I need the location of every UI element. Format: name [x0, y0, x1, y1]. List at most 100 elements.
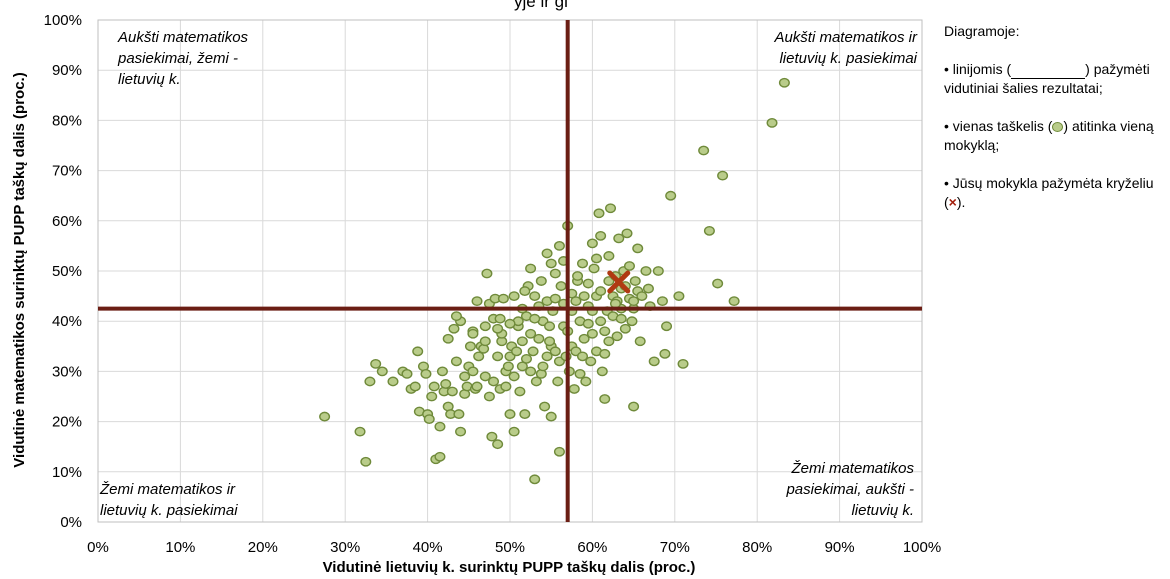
school-point [665, 190, 677, 201]
school-point [539, 401, 551, 412]
school-point [442, 333, 454, 344]
school-point [511, 346, 523, 357]
school-point [623, 261, 635, 271]
school-point [640, 266, 652, 276]
school-point [591, 253, 603, 264]
y-tick-label: 50% [52, 263, 82, 280]
school-point [450, 311, 462, 322]
school-point [613, 233, 625, 244]
quadrant-label-bottom-right: Žemi matematikos [790, 460, 914, 477]
school-point [586, 238, 598, 249]
school-point [574, 369, 586, 379]
school-point [376, 366, 388, 377]
x-tick-label: 50% [495, 539, 525, 556]
x-tick-label: 20% [248, 539, 278, 556]
y-tick-label: 60% [52, 213, 82, 230]
school-point [766, 118, 778, 128]
quadrant-label-top-left: Aukšti matematikos [117, 29, 249, 46]
quadrant-label-bottom-right: lietuvių k. [851, 502, 914, 519]
x-tick-label: 10% [165, 539, 195, 556]
school-point [387, 376, 399, 387]
school-point [530, 376, 542, 387]
school-point [603, 336, 615, 347]
school-point [712, 278, 724, 289]
school-point [582, 318, 594, 329]
y-tick-label: 10% [52, 464, 82, 481]
school-point [595, 316, 607, 327]
school-point [578, 333, 590, 344]
school-point [504, 318, 516, 329]
y-tick-label: 20% [52, 414, 82, 431]
school-point [467, 366, 479, 377]
school-point [609, 298, 621, 309]
school-point [628, 296, 640, 307]
school-point [619, 323, 631, 334]
school-point [516, 361, 528, 372]
school-point [698, 145, 710, 156]
school-point [479, 336, 491, 347]
school-point [599, 326, 611, 337]
school-point [599, 348, 611, 359]
school-point [529, 474, 541, 485]
school-point [582, 278, 594, 289]
school-point [479, 371, 491, 382]
school-point [486, 431, 498, 442]
legend-item-cross: • Jūsų mokykla pažymėta kryželiu (×). [944, 175, 1154, 210]
school-point [412, 346, 424, 357]
x-tick-label: 100% [903, 539, 941, 556]
school-point [555, 281, 567, 291]
school-point [544, 336, 556, 347]
legend-cross-icon: × [948, 194, 957, 210]
school-point [455, 426, 467, 437]
school-point [661, 321, 673, 332]
school-point [520, 353, 532, 364]
school-point [648, 356, 660, 367]
x-tick-label: 0% [87, 539, 109, 556]
school-point [492, 323, 504, 334]
school-point [553, 240, 565, 251]
legend-item-dot: • vienas taškelis () atitinka vieną moky… [944, 118, 1154, 153]
school-point [621, 228, 633, 239]
school-point [529, 313, 541, 324]
school-point [652, 266, 664, 276]
school-point [525, 366, 537, 377]
school-point [426, 391, 438, 402]
school-point [488, 376, 500, 387]
school-point [595, 286, 607, 296]
school-point [568, 384, 580, 394]
school-point [577, 351, 589, 362]
school-point [535, 276, 547, 286]
school-point [615, 313, 627, 324]
school-point [677, 358, 689, 369]
school-point [483, 391, 495, 402]
school-point [634, 336, 646, 347]
school-point [401, 369, 413, 379]
quadrant-label-bottom-left: lietuvių k. pasiekimai [100, 502, 238, 519]
school-point [364, 376, 376, 387]
school-point [595, 230, 607, 241]
school-point [541, 351, 553, 362]
school-point [409, 381, 421, 392]
school-point [527, 346, 539, 357]
school-point [545, 411, 557, 422]
school-point [508, 426, 520, 437]
school-point [585, 356, 597, 367]
school-point [586, 328, 598, 339]
x-axis-label: Vidutinė lietuvių k. surinktų PUPP taškų… [323, 559, 696, 576]
school-point [516, 336, 528, 347]
school-point [446, 386, 458, 397]
quadrant-label-top-right: Aukšti matematikos ir [773, 29, 918, 46]
school-point [529, 291, 541, 301]
school-point [636, 291, 648, 301]
school-cross-stroke [607, 270, 631, 294]
school-point [673, 291, 685, 301]
school-point [360, 456, 372, 467]
school-point [428, 381, 440, 392]
school-point [434, 451, 446, 462]
school-point [599, 394, 611, 404]
school-point [525, 328, 537, 339]
school-point [473, 351, 485, 362]
school-point [494, 313, 506, 324]
school-point [436, 366, 448, 377]
